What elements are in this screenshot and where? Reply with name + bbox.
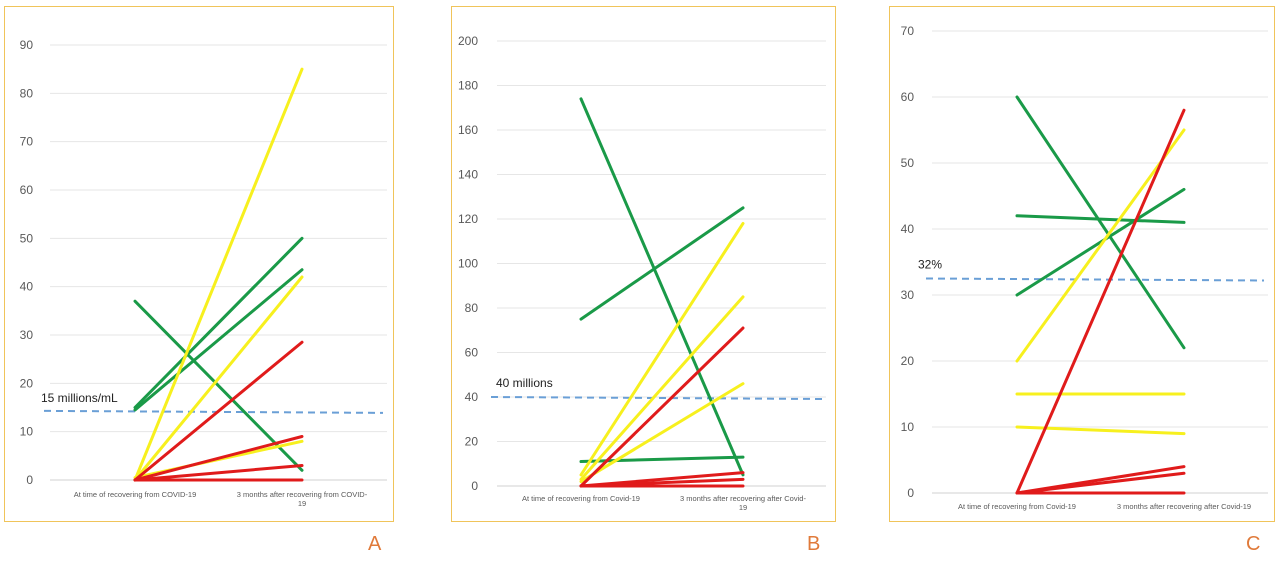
x-category-label: 3 months after recovering after Covid-19 — [1117, 502, 1251, 511]
y-tick-label: 100 — [458, 257, 478, 271]
x-category-label: At time of recovering from COVID-19 — [74, 490, 197, 499]
y-tick-label: 50 — [20, 231, 34, 245]
x-category-label: 19 — [739, 503, 747, 512]
series-line-red — [133, 464, 304, 482]
x-category-label: At time of recovering from Covid-19 — [522, 494, 640, 503]
chart-panel-a: 0 10 20 30 40 50 60 70 80 90 At time of recovering… — [4, 6, 394, 522]
panel-letter-a: A — [368, 533, 382, 555]
series-line-yellow — [579, 382, 745, 484]
x-category-label: 19 — [298, 499, 306, 508]
series-line-green — [133, 236, 304, 409]
series-line-yellow — [579, 221, 745, 477]
series-line-red — [1015, 108, 1186, 495]
threshold-label: 40 millions — [496, 376, 553, 390]
threshold-label: 32% — [918, 258, 942, 272]
y-tick-label: 20 — [901, 354, 915, 368]
y-tick-label: 40 — [465, 390, 479, 404]
y-tick-label: 70 — [20, 135, 34, 149]
y-tick-label: 20 — [20, 376, 34, 390]
chart-c-svg: 0 10 20 30 40 50 60 70 At time of recovering fro… — [901, 24, 1268, 511]
series-line-yellow — [133, 67, 304, 482]
y-tick-label: 60 — [20, 183, 34, 197]
y-tick-label: 30 — [901, 288, 915, 302]
y-tick-label: 40 — [20, 280, 34, 294]
threshold-label: 15 millions/mL — [41, 391, 118, 405]
y-tick-label: 80 — [465, 301, 479, 315]
y-tick-label: 120 — [458, 212, 478, 226]
series-line-green — [1015, 187, 1186, 297]
y-tick-label: 20 — [465, 435, 479, 449]
series-line-green — [579, 97, 745, 477]
chart-b-svg: 0 20 40 60 80 100 120 140 160 180 200 At time of re… — [458, 34, 826, 512]
y-tick-label: 0 — [907, 486, 914, 500]
y-tick-label: 80 — [20, 86, 34, 100]
series-line-green — [579, 206, 745, 321]
y-tick-label: 70 — [901, 24, 915, 38]
y-tick-label: 30 — [20, 328, 34, 342]
y-tick-label: 60 — [465, 346, 479, 360]
series-line-yellow — [1015, 128, 1186, 363]
series-line-yellow — [579, 295, 745, 481]
y-tick-label: 90 — [20, 38, 34, 52]
y-tick-label: 0 — [471, 479, 478, 493]
chart-a-svg: 0 10 20 30 40 50 60 70 80 90 At time of recovering… — [20, 38, 387, 508]
series-line-red — [133, 435, 304, 482]
y-tick-label: 140 — [458, 168, 478, 182]
series-line-green — [1015, 214, 1186, 224]
y-tick-label: 180 — [458, 79, 478, 93]
y-tick-label: 60 — [901, 90, 915, 104]
series-line-red — [133, 340, 304, 482]
y-tick-label: 50 — [901, 156, 915, 170]
y-tick-label: 160 — [458, 123, 478, 137]
series-line-green — [1015, 95, 1186, 350]
panel-letter-c: C — [1246, 533, 1261, 555]
threshold-line — [925, 277, 1265, 282]
chart-panel-b: 0 20 40 60 80 100 120 140 160 180 200 At time of re… — [451, 6, 836, 522]
x-category-label: 3 months after recovering from COVID- — [237, 490, 368, 499]
series-line-green — [133, 299, 304, 472]
series-line-green — [133, 268, 304, 412]
series-line-yellow — [133, 275, 304, 482]
y-tick-label: 10 — [901, 420, 915, 434]
y-tick-label: 10 — [20, 425, 34, 439]
y-tick-label: 40 — [901, 222, 915, 236]
x-category-label: At time of recovering from Covid-19 — [958, 502, 1076, 511]
series-line-red — [579, 326, 745, 488]
y-tick-label: 200 — [458, 34, 478, 48]
threshold-line — [43, 409, 384, 414]
chart-panel-c: 0 10 20 30 40 50 60 70 At time of recovering fro… — [889, 6, 1275, 522]
panel-letter-b: B — [807, 533, 821, 555]
series-line-red — [1015, 471, 1186, 495]
y-tick-label: 0 — [26, 473, 33, 487]
x-category-label: 3 months after recovering after Covid- — [680, 494, 806, 503]
